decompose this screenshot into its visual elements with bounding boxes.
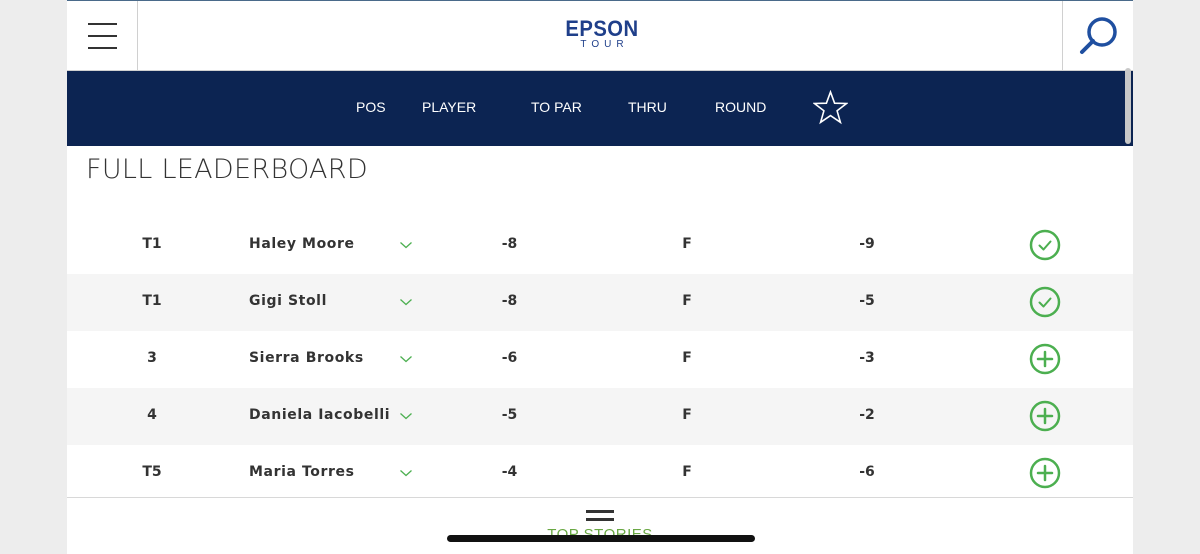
to-par-cell: -8 bbox=[501, 293, 518, 309]
col-player[interactable]: PLAYER bbox=[422, 99, 477, 115]
menu-line bbox=[88, 35, 117, 37]
add-circle-icon[interactable] bbox=[1029, 400, 1061, 432]
table-row[interactable]: 3 Sierra Brooks -6 F -3 bbox=[67, 331, 1133, 388]
col-to-par[interactable]: TO PAR bbox=[531, 99, 582, 115]
star-icon[interactable] bbox=[813, 90, 848, 125]
round-cell: -9 bbox=[859, 236, 875, 252]
col-thru[interactable]: THRU bbox=[628, 99, 667, 115]
add-circle-icon[interactable] bbox=[1029, 343, 1061, 375]
logo-text-main: EPSON bbox=[565, 16, 639, 41]
position-cell: 3 bbox=[147, 350, 157, 366]
check-circle-icon[interactable] bbox=[1029, 286, 1061, 318]
top-header: EPSON TOUR bbox=[67, 0, 1133, 71]
position-cell: T5 bbox=[142, 464, 162, 480]
player-name[interactable]: Gigi Stoll bbox=[249, 293, 327, 309]
to-par-cell: -5 bbox=[501, 407, 518, 423]
thru-cell: F bbox=[682, 464, 692, 480]
hamburger-menu-button[interactable] bbox=[67, 1, 138, 71]
top-stories-handle-icon[interactable] bbox=[586, 510, 614, 522]
col-pos[interactable]: POS bbox=[356, 99, 386, 115]
round-cell: -3 bbox=[859, 350, 875, 366]
search-button[interactable] bbox=[1062, 1, 1133, 71]
position-cell: T1 bbox=[142, 236, 162, 252]
epson-tour-logo[interactable]: EPSON TOUR bbox=[557, 18, 647, 50]
position-cell: 4 bbox=[147, 407, 157, 423]
player-name[interactable]: Sierra Brooks bbox=[249, 350, 364, 366]
player-name[interactable]: Daniela Iacobelli bbox=[249, 407, 391, 423]
player-name[interactable]: Haley Moore bbox=[249, 236, 355, 252]
leaderboard-table: T1 Haley Moore -8 F -9 T1 Gigi Stoll -8 … bbox=[67, 217, 1133, 500]
position-cell: T1 bbox=[142, 293, 162, 309]
table-row[interactable]: T1 Gigi Stoll -8 F -5 bbox=[67, 274, 1133, 331]
divider bbox=[67, 497, 1133, 498]
check-circle-icon[interactable] bbox=[1029, 229, 1061, 261]
menu-line bbox=[88, 23, 117, 25]
player-name[interactable]: Maria Torres bbox=[249, 464, 355, 480]
round-cell: -6 bbox=[859, 464, 875, 480]
table-row[interactable]: T1 Haley Moore -8 F -9 bbox=[67, 217, 1133, 274]
col-round[interactable]: ROUND bbox=[715, 99, 767, 115]
home-indicator[interactable] bbox=[447, 535, 755, 542]
top-stories-bar[interactable]: TOP STORIES bbox=[67, 507, 1133, 554]
to-par-cell: -6 bbox=[501, 350, 518, 366]
thru-cell: F bbox=[682, 350, 692, 366]
page-title: FULL LEADERBOARD bbox=[86, 154, 368, 185]
menu-line bbox=[88, 47, 117, 49]
app-frame: EPSON TOUR POS PLAYER TO PAR THRU ROUND … bbox=[67, 0, 1133, 554]
search-icon bbox=[1080, 17, 1117, 54]
scrollbar[interactable] bbox=[1125, 68, 1131, 144]
column-header-bar: POS PLAYER TO PAR THRU ROUND bbox=[67, 71, 1133, 146]
add-circle-icon[interactable] bbox=[1029, 457, 1061, 489]
chevron-down-icon[interactable] bbox=[399, 411, 413, 421]
table-row[interactable]: 4 Daniela Iacobelli -5 F -2 bbox=[67, 388, 1133, 445]
round-cell: -5 bbox=[859, 293, 875, 309]
thru-cell: F bbox=[682, 236, 692, 252]
thru-cell: F bbox=[682, 407, 692, 423]
round-cell: -2 bbox=[859, 407, 875, 423]
table-row[interactable]: T5 Maria Torres -4 F -6 bbox=[67, 445, 1133, 500]
chevron-down-icon[interactable] bbox=[399, 468, 413, 478]
thru-cell: F bbox=[682, 293, 692, 309]
chevron-down-icon[interactable] bbox=[399, 297, 413, 307]
logo-text-sub: TOUR bbox=[580, 39, 629, 50]
to-par-cell: -8 bbox=[501, 236, 518, 252]
chevron-down-icon[interactable] bbox=[399, 354, 413, 364]
chevron-down-icon[interactable] bbox=[399, 240, 413, 250]
to-par-cell: -4 bbox=[501, 464, 518, 480]
